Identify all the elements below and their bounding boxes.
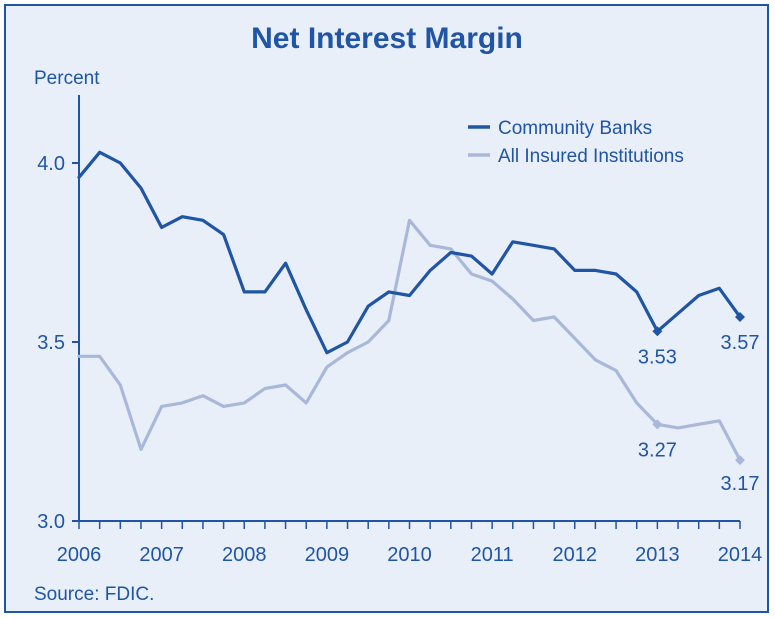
x-tick-label: 2009 (305, 544, 350, 566)
chart-frame (4, 4, 769, 613)
data-point-marker (652, 326, 663, 337)
data-label: 3.27 (638, 439, 677, 461)
data-point-marker (652, 419, 663, 430)
y-axis-label: Percent (34, 68, 100, 89)
series-layer: 3.27 3.17 3.53 3.57 (77, 150, 760, 495)
x-tick-label: 2014 (718, 544, 763, 566)
y-tick-label: 4.0 (37, 153, 65, 175)
source-note: Source: FDIC. (34, 584, 154, 605)
data-label: 3.17 (721, 473, 760, 495)
x-tick-label: 2006 (57, 544, 102, 566)
chart-title: Net Interest Margin (251, 22, 523, 55)
data-point-marker (735, 455, 745, 466)
x-tick-label: 2007 (139, 544, 184, 566)
data-label: 3.57 (721, 332, 760, 354)
x-tick-label: 2013 (635, 544, 680, 566)
x-tick-label: 2011 (471, 544, 514, 566)
series-line-all-insured-institutions (77, 218, 742, 462)
x-tick-label: 2008 (222, 544, 267, 566)
y-tick-label: 3.0 (37, 511, 65, 533)
data-point-marker (735, 311, 745, 322)
legend: Community Banks All Insured Institutions (468, 118, 684, 167)
x-tick-label: 2010 (387, 544, 432, 566)
legend-label: Community Banks (498, 118, 652, 139)
y-tick-label: 3.5 (37, 332, 65, 354)
x-tick-label: 2012 (553, 544, 598, 566)
data-label: 3.53 (638, 346, 677, 368)
legend-label: All Insured Institutions (498, 146, 684, 167)
axes: 3.0 3.5 4.0 2006 2007 2008 2009 2010 2011 2012 201… (37, 95, 762, 566)
series-line-community-banks (77, 150, 742, 355)
